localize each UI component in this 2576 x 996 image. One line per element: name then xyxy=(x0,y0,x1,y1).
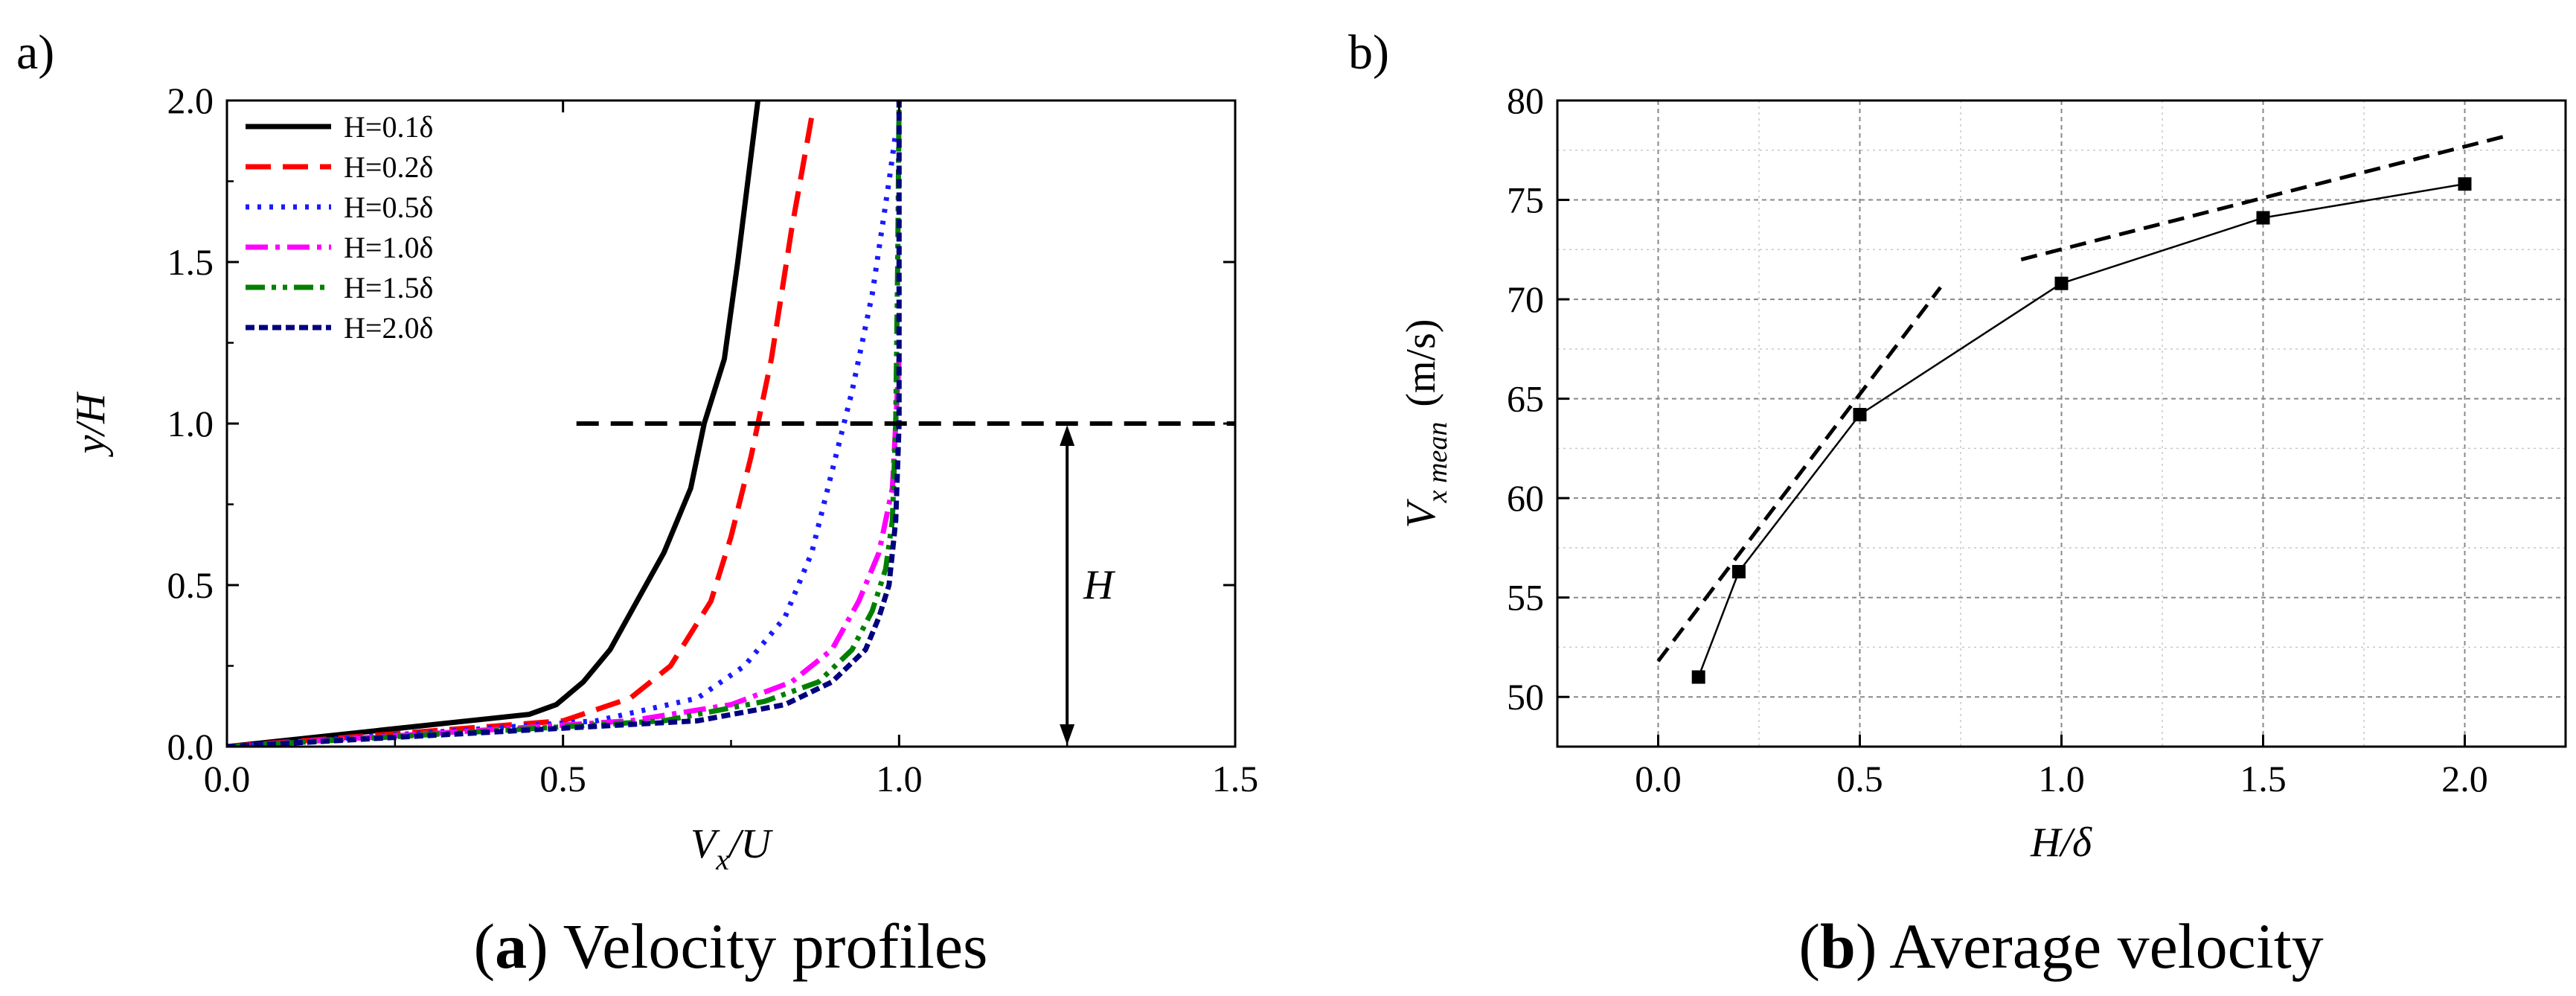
x-tick-label-a: 1.0 xyxy=(876,758,923,799)
x-tick-label-b: 0.0 xyxy=(1635,758,1682,799)
data-point xyxy=(1731,564,1746,578)
panel-a-label: a) xyxy=(16,25,54,80)
y-tick-label-a: 1.5 xyxy=(167,241,214,283)
caption-b-letter: b xyxy=(1820,910,1856,982)
x-axis-label-a-main: V xyxy=(691,821,720,867)
y-tick-label-b: 75 xyxy=(1507,179,1544,221)
x-axis-label-a-rest: /U xyxy=(727,821,774,867)
series-line-h-1-0 xyxy=(227,359,902,747)
h-annotation-label: H xyxy=(1083,562,1115,608)
data-point xyxy=(1691,670,1705,684)
series-connector-line xyxy=(1697,182,2465,677)
series-line-h-0-2 xyxy=(227,116,815,747)
panel-b-label: b) xyxy=(1348,25,1389,80)
data-point xyxy=(1853,407,1867,421)
data-point xyxy=(2256,211,2270,225)
average-velocity-chart: 0.0 0.5 1.0 1.5 2.0 50 55 60 65 70 75 80 H/δ Vx mea… xyxy=(1398,80,2567,866)
data-point xyxy=(2458,177,2472,191)
x-tick-label-a: 1.5 xyxy=(1212,758,1259,799)
legend-a: H=0.1δ H=0.2δ H=0.5δ H=1.0δ H=1.5δ H=2.0δ xyxy=(246,110,433,345)
caption-a-letter: a xyxy=(495,910,527,982)
x-tick-label-a: 0.5 xyxy=(539,758,586,799)
x-tick-label-b: 0.5 xyxy=(1836,758,1883,799)
y-axis-label-b-unit: (m/s) xyxy=(1398,319,1444,406)
y-axis-label-b: Vx mean (m/s) xyxy=(1398,319,1453,528)
legend-label-h-2-0: H=2.0δ xyxy=(344,311,433,345)
y-axis-label-b-sub: x mean xyxy=(1422,422,1453,504)
x-axis-label-b: H/δ xyxy=(2030,820,2092,866)
y-tick-label-b: 55 xyxy=(1507,577,1544,619)
arrow-head-top xyxy=(1060,425,1075,446)
y-axis-label-b-main: V xyxy=(1398,499,1444,529)
y-tick-label-b: 50 xyxy=(1507,676,1544,718)
y-tick-label-b: 80 xyxy=(1507,80,1544,121)
x-tick-label-b: 1.0 xyxy=(2038,758,2085,799)
legend-label-h-0-5: H=0.5δ xyxy=(344,191,433,224)
x-tick-label-b: 1.5 xyxy=(2240,758,2287,799)
data-point xyxy=(2054,276,2069,290)
velocity-profiles-chart: H 0.0 0.5 1.0 1.50.00.51.01.52.0 H=0.1δH=0.… xyxy=(68,80,1258,876)
y-tick-label-b: 65 xyxy=(1507,378,1544,420)
y-tick-label-a: 0.5 xyxy=(167,564,214,606)
y-tick-label-a: 0.0 xyxy=(167,726,214,767)
caption-b: (b) Average velocity xyxy=(1798,910,2323,982)
x-axis-label-a: Vx/U xyxy=(691,821,774,876)
arrow-head-bottom xyxy=(1060,724,1075,745)
y-tick-label-b: 60 xyxy=(1507,477,1544,519)
y-tick-label-a: 1.0 xyxy=(167,403,214,444)
trend-line-1 xyxy=(1656,286,1942,663)
legend-label-h-0-1: H=0.1δ xyxy=(344,110,433,144)
legend-label-h-1-0: H=1.0δ xyxy=(344,231,433,264)
series-line-h-2-0 xyxy=(227,100,902,747)
series-line-h-1-5 xyxy=(227,100,902,747)
y-tick-label-a: 2.0 xyxy=(167,80,214,121)
caption-a: (a) Velocity profiles xyxy=(473,910,987,982)
legend-label-h-1-5: H=1.5δ xyxy=(344,271,433,304)
y-tick-label-b: 70 xyxy=(1507,278,1544,320)
series-line-h-0-1 xyxy=(227,100,761,747)
trend-line-2 xyxy=(2020,134,2506,262)
caption-a-text: Velocity profiles xyxy=(548,910,988,982)
y-axis-label-a: y/H xyxy=(68,392,114,457)
x-tick-label-b: 2.0 xyxy=(2441,758,2488,799)
legend-label-h-0-2: H=0.2δ xyxy=(344,150,433,184)
x-axis-label-a-sub: x xyxy=(715,843,729,876)
x-tick-label-a: 0.0 xyxy=(204,758,251,799)
series-line-h-0-5 xyxy=(227,132,899,747)
caption-b-text: Average velocity xyxy=(1877,910,2323,982)
